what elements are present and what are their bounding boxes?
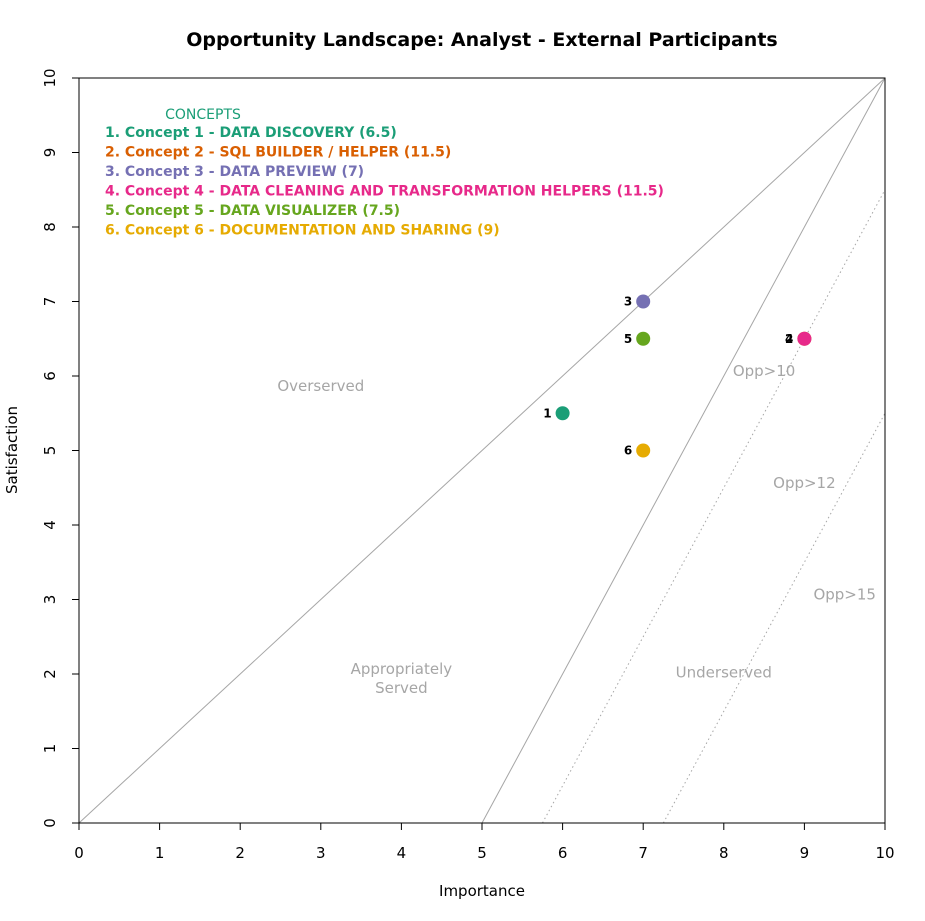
point-label-2: 2 [785, 332, 793, 346]
legend-item-3: 3. Concept 3 - DATA PREVIEW (7) [105, 164, 364, 180]
reference-line-1 [78, 77, 886, 824]
data-points: 1 2 3 4 5 6 [543, 294, 812, 458]
x-tick-label: 7 [638, 844, 648, 862]
data-point-1 [555, 406, 570, 421]
legend-title: CONCEPTS [165, 107, 241, 123]
x-tick-label: 8 [719, 844, 729, 862]
x-tick-label: 9 [800, 844, 810, 862]
legend: CONCEPTS 1. Concept 1 - DATA DISCOVERY (… [105, 107, 664, 239]
region-label-line: Opp>15 [813, 586, 876, 604]
x-tick-label: 5 [477, 844, 487, 862]
legend-item-2: 2. Concept 2 - SQL BUILDER / HELPER (11.… [105, 145, 451, 161]
reference-line-2 [481, 77, 886, 824]
y-tick-label: 4 [41, 520, 59, 530]
data-point-4 [797, 331, 812, 346]
legend-item-1: 1. Concept 1 - DATA DISCOVERY (6.5) [105, 125, 397, 141]
y-tick-label: 10 [41, 68, 59, 87]
data-point-3 [636, 294, 651, 309]
region-label-6: Opp>15 [813, 586, 876, 604]
y-tick-label: 1 [41, 744, 59, 754]
y-axis-label: Satisfaction [3, 406, 21, 494]
point-label-3: 3 [624, 295, 632, 309]
region-label-line: Opp>10 [733, 362, 796, 380]
point-label-4: 4 [785, 332, 793, 346]
y-tick-label: 6 [41, 371, 59, 381]
x-axis: 0 1 2 3 4 5 6 7 8 9 10 [74, 822, 895, 862]
legend-item-5: 5. Concept 5 - DATA VISUALIZER (7.5) [105, 203, 400, 219]
y-tick-label: 8 [41, 222, 59, 232]
x-axis-label: Importance [439, 882, 525, 900]
x-tick-label: 3 [316, 844, 326, 862]
region-label-1: Overserved [277, 377, 364, 395]
reference-line-4 [662, 413, 886, 824]
region-label-line: Served [375, 679, 428, 697]
reference-line-3 [542, 189, 886, 824]
region-labels: Overserved Appropriately Served Underserved… [277, 362, 876, 697]
region-label-line: Appropriately [351, 660, 453, 678]
y-tick-label: 3 [41, 595, 59, 605]
y-tick-label: 7 [41, 297, 59, 307]
region-label-3: Underserved [676, 664, 772, 682]
x-tick-label: 6 [558, 844, 568, 862]
region-label-5: Opp>12 [773, 474, 836, 492]
data-point-5 [636, 331, 651, 346]
y-axis: 0 1 2 3 4 5 6 7 8 9 10 [41, 68, 80, 828]
point-label-5: 5 [624, 332, 632, 346]
x-tick-label: 0 [74, 844, 84, 862]
x-tick-label: 10 [875, 844, 894, 862]
region-label-2: Appropriately Served [351, 660, 453, 697]
y-tick-label: 0 [41, 818, 59, 828]
point-label-6: 6 [624, 444, 632, 458]
legend-item-4: 4. Concept 4 - DATA CLEANING AND TRANSFO… [105, 184, 664, 200]
y-tick-label: 2 [41, 669, 59, 679]
region-label-line: Opp>12 [773, 474, 836, 492]
y-tick-label: 9 [41, 148, 59, 158]
region-label-4: Opp>10 [733, 362, 796, 380]
x-tick-label: 2 [235, 844, 245, 862]
point-label-1: 1 [543, 406, 551, 420]
chart-title: Opportunity Landscape: Analyst - Externa… [186, 29, 777, 51]
region-label-line: Underserved [676, 664, 772, 682]
data-point-6 [636, 443, 651, 458]
x-tick-label: 1 [155, 844, 165, 862]
region-label-line: Overserved [277, 377, 364, 395]
legend-item-6: 6. Concept 6 - DOCUMENTATION AND SHARING… [105, 223, 500, 239]
x-tick-label: 4 [397, 844, 407, 862]
reference-lines [78, 77, 886, 824]
y-tick-label: 5 [41, 446, 59, 456]
